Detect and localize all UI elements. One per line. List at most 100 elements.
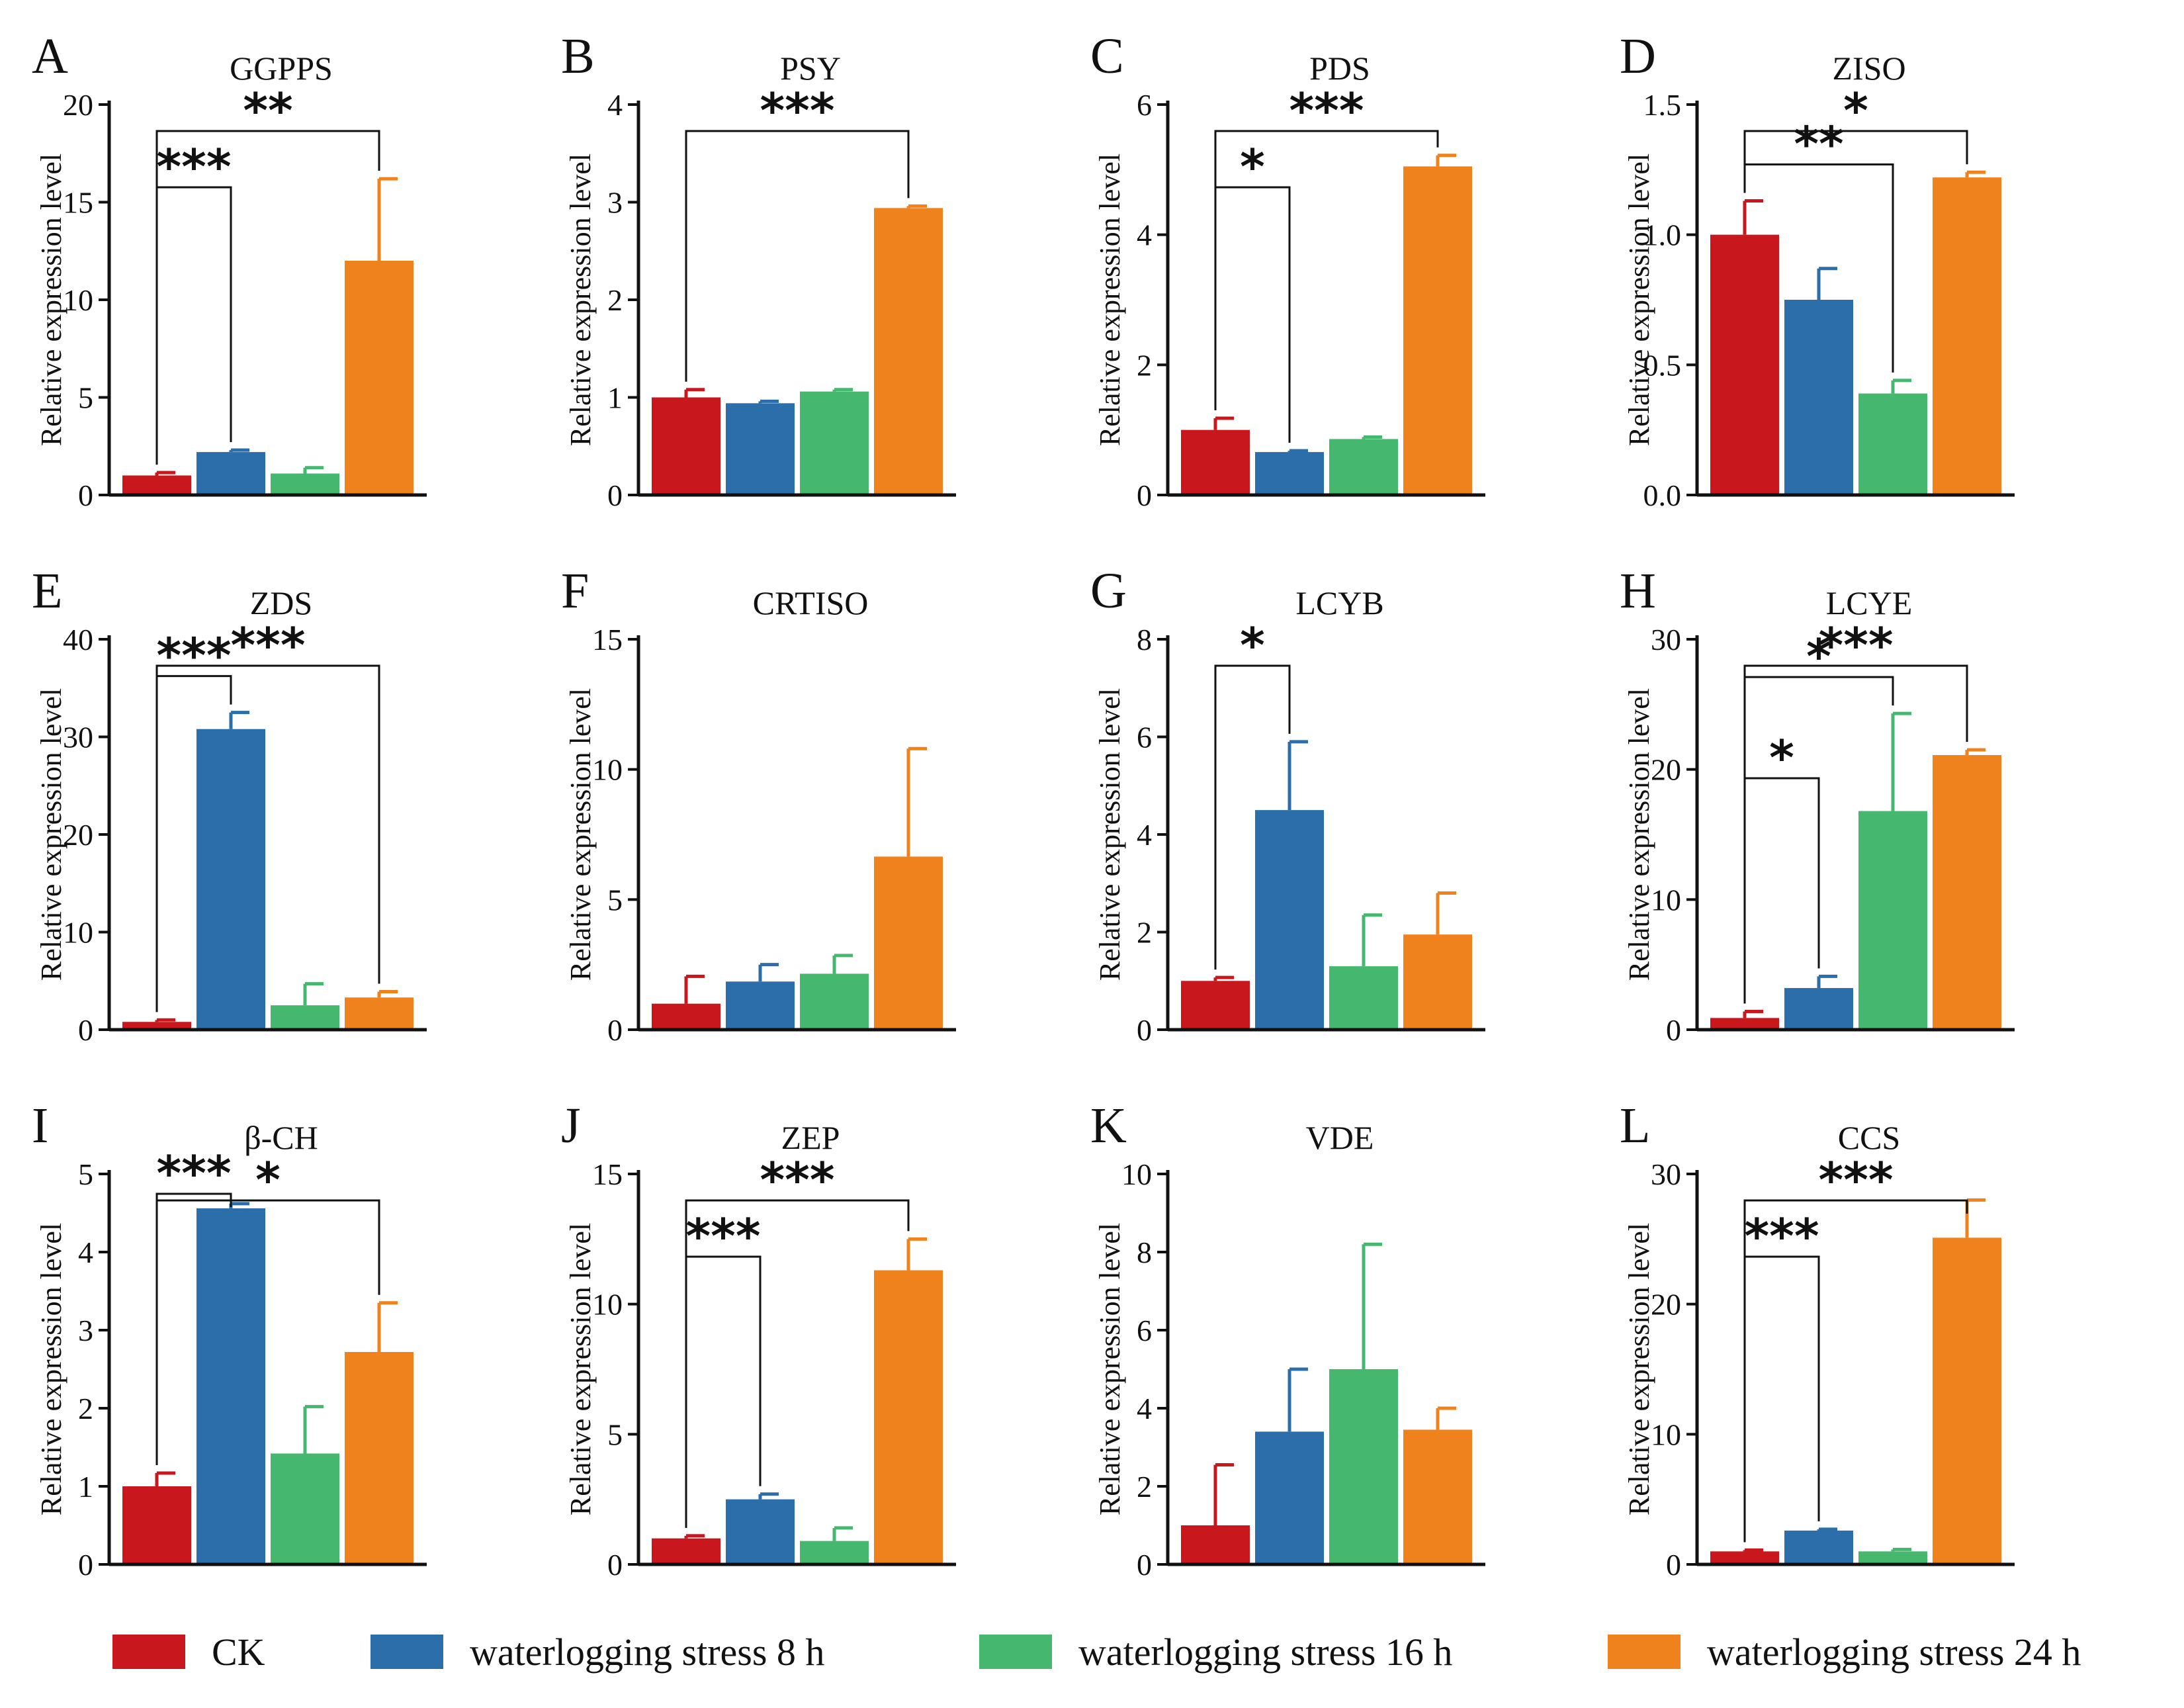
- legend-label: waterlogging stress 16 h: [1078, 1631, 1452, 1674]
- panel-title: ZDS: [250, 584, 312, 621]
- significance-label: ***: [1745, 1208, 1819, 1264]
- legend-label: waterlogging stress 24 h: [1707, 1631, 2081, 1674]
- bar-1: [652, 1538, 721, 1564]
- y-tick-label: 10: [1651, 883, 1681, 917]
- y-tick-label: 0: [1137, 1013, 1152, 1047]
- y-tick-label: 10: [1651, 1417, 1681, 1451]
- bar-2: [197, 452, 265, 495]
- y-tick-label: 6: [1137, 88, 1152, 122]
- bar-4: [1403, 1429, 1472, 1564]
- y-axis-label: Relative expression level: [1094, 688, 1126, 981]
- panel-title: CCS: [1838, 1119, 1901, 1156]
- y-tick-label: 1: [607, 381, 623, 415]
- significance-label: ***: [231, 617, 306, 673]
- y-axis-label: Relative expression level: [1094, 1223, 1126, 1515]
- panel-letter: I: [32, 1098, 48, 1153]
- legend: CK waterlogging stress 8 h waterlogging st…: [112, 1631, 2081, 1674]
- y-tick-label: 10: [63, 916, 93, 950]
- panel-g: G LCYB Relative expression level 0 2 4 6 8 *: [1090, 563, 1485, 1047]
- bar-4: [345, 997, 414, 1030]
- bar-2: [1255, 1431, 1324, 1564]
- panel-title: PSY: [780, 50, 841, 87]
- y-tick-label: 2: [1137, 916, 1152, 950]
- y-tick-label: 4: [1137, 218, 1152, 252]
- significance-bracket: [1214, 186, 1291, 443]
- y-tick-label: 15: [592, 1157, 623, 1191]
- bar-2: [197, 729, 265, 1030]
- y-axis-label: Relative expression level: [35, 1223, 67, 1515]
- y-tick-label: 2: [1137, 1470, 1152, 1504]
- bar-1: [1710, 1551, 1779, 1564]
- y-tick-label: 0: [607, 478, 623, 512]
- y-tick-label: 0: [1137, 1548, 1152, 1582]
- y-tick-label: 20: [1651, 1288, 1681, 1322]
- y-tick-label: 1: [78, 1470, 93, 1504]
- bar-3: [271, 473, 339, 495]
- panel-d: D ZISO Relative expression level 0.0 0.5 1.0 1…: [1620, 28, 2015, 512]
- panel-j: J ZEP Relative expression level 0 5 10 15 *****…: [561, 1098, 956, 1582]
- y-tick-label: 10: [1121, 1157, 1152, 1191]
- significance-bracket: [1214, 130, 1439, 410]
- y-tick-label: 40: [63, 623, 93, 656]
- y-tick-label: 6: [1137, 1314, 1152, 1347]
- significance-label: ***: [1289, 83, 1364, 138]
- panel-letter: A: [32, 28, 68, 84]
- significance-bracket: [155, 130, 380, 465]
- y-axis-label: Relative expression level: [1623, 154, 1655, 446]
- significance-label: **: [243, 83, 292, 138]
- significance-bracket: [1743, 664, 1968, 1004]
- panel-b: B PSY Relative expression level 0 1 2 3 4 ***: [561, 28, 956, 512]
- significance-bracket: [1214, 664, 1291, 970]
- significance-label: *: [1240, 139, 1265, 195]
- legend-label: waterlogging stress 8 h: [470, 1631, 824, 1674]
- significance-label: ***: [686, 1208, 761, 1264]
- bar-1: [1710, 1018, 1779, 1030]
- y-axis-label: Relative expression level: [35, 688, 67, 981]
- significance-bracket: [155, 664, 380, 1012]
- y-tick-label: 20: [1651, 753, 1681, 787]
- bar-4: [874, 208, 943, 495]
- y-tick-label: 10: [592, 1288, 623, 1322]
- bar-2: [1255, 810, 1324, 1030]
- bar-1: [1181, 981, 1250, 1030]
- panel-a: A GGPPS Relative expression level 0 5 10 15 20 *…: [32, 28, 427, 512]
- y-tick-label: 0.0: [1643, 478, 1682, 512]
- panel-letter: E: [32, 563, 62, 619]
- significance-bracket: [1743, 1199, 1968, 1543]
- bar-1: [122, 475, 191, 495]
- y-tick-label: 8: [1137, 1236, 1152, 1269]
- legend-swatch: [371, 1635, 443, 1669]
- bar-2: [1255, 452, 1324, 495]
- bar-1: [1710, 234, 1779, 495]
- y-tick-label: 10: [592, 753, 623, 787]
- y-tick-label: 5: [78, 1157, 93, 1191]
- y-axis-label: Relative expression level: [564, 688, 597, 981]
- panel-letter: J: [561, 1098, 581, 1153]
- y-axis-label: Relative expression level: [35, 154, 67, 446]
- y-tick-label: 4: [1137, 1392, 1152, 1425]
- panel-k: K VDE Relative expression level 0 2 4 6 8 10: [1090, 1098, 1485, 1582]
- y-tick-label: 30: [63, 721, 93, 754]
- panel-letter: K: [1090, 1098, 1127, 1153]
- significance-label: *: [255, 1152, 281, 1208]
- bar-2: [726, 981, 795, 1030]
- bar-4: [874, 856, 943, 1030]
- y-tick-label: 1.0: [1643, 218, 1682, 252]
- panel-title: CRTISO: [753, 584, 869, 621]
- bar-3: [1329, 439, 1398, 495]
- y-tick-label: 0: [78, 1013, 93, 1047]
- y-axis-label: Relative expression level: [1623, 1223, 1655, 1515]
- significance-bracket: [685, 130, 910, 382]
- significance-bracket: [1743, 777, 1820, 1004]
- significance-label: ***: [760, 1152, 835, 1208]
- bar-2: [1784, 300, 1853, 495]
- significance-label: *: [1843, 83, 1868, 138]
- y-tick-label: 2: [1137, 348, 1152, 382]
- significance-label: *: [1769, 730, 1794, 786]
- significance-label: **: [1794, 116, 1843, 172]
- legend-swatch: [112, 1635, 185, 1669]
